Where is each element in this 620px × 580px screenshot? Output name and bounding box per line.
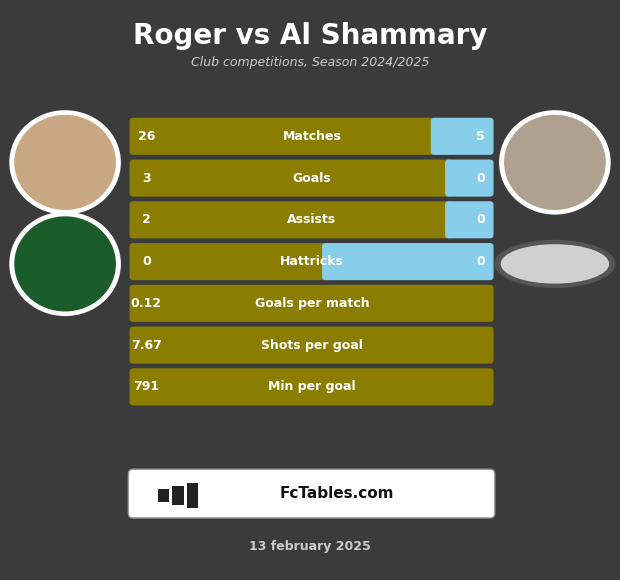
Text: 26: 26 xyxy=(138,130,155,143)
Text: Min per goal: Min per goal xyxy=(268,380,356,393)
Ellipse shape xyxy=(495,240,615,288)
Text: Goals: Goals xyxy=(293,172,331,184)
Text: 3: 3 xyxy=(142,172,151,184)
Text: 13 february 2025: 13 february 2025 xyxy=(249,541,371,553)
Text: 0: 0 xyxy=(476,172,485,184)
FancyBboxPatch shape xyxy=(130,327,494,364)
Circle shape xyxy=(499,110,611,215)
Text: Goals per match: Goals per match xyxy=(255,297,369,310)
FancyBboxPatch shape xyxy=(431,118,494,155)
FancyBboxPatch shape xyxy=(130,285,494,322)
FancyBboxPatch shape xyxy=(445,201,494,238)
Text: 5: 5 xyxy=(476,130,485,143)
FancyBboxPatch shape xyxy=(130,160,453,197)
Text: Matches: Matches xyxy=(283,130,341,143)
Bar xyxy=(172,486,184,505)
Text: Club competitions, Season 2024/2025: Club competitions, Season 2024/2025 xyxy=(191,56,429,68)
Text: FcTables.com: FcTables.com xyxy=(279,486,394,501)
Bar xyxy=(158,489,169,502)
Bar xyxy=(187,483,198,508)
Text: Assists: Assists xyxy=(287,213,337,226)
Text: 0: 0 xyxy=(476,255,485,268)
FancyBboxPatch shape xyxy=(130,243,330,280)
Circle shape xyxy=(504,115,606,210)
Text: 0.12: 0.12 xyxy=(131,297,162,310)
FancyBboxPatch shape xyxy=(128,469,495,518)
Text: Shots per goal: Shots per goal xyxy=(261,339,363,351)
Text: Hattricks: Hattricks xyxy=(280,255,344,268)
Text: 7.67: 7.67 xyxy=(131,339,162,351)
FancyBboxPatch shape xyxy=(130,118,438,155)
Circle shape xyxy=(14,115,116,210)
FancyBboxPatch shape xyxy=(130,368,494,405)
Circle shape xyxy=(14,216,116,311)
Circle shape xyxy=(9,110,121,215)
FancyBboxPatch shape xyxy=(445,160,494,197)
Text: 2: 2 xyxy=(142,213,151,226)
FancyBboxPatch shape xyxy=(130,201,453,238)
Ellipse shape xyxy=(501,244,609,284)
FancyBboxPatch shape xyxy=(322,243,494,280)
Circle shape xyxy=(9,212,121,316)
Text: Roger vs Al Shammary: Roger vs Al Shammary xyxy=(133,22,487,50)
Text: 791: 791 xyxy=(133,380,159,393)
Text: 0: 0 xyxy=(476,213,485,226)
Text: 0: 0 xyxy=(142,255,151,268)
